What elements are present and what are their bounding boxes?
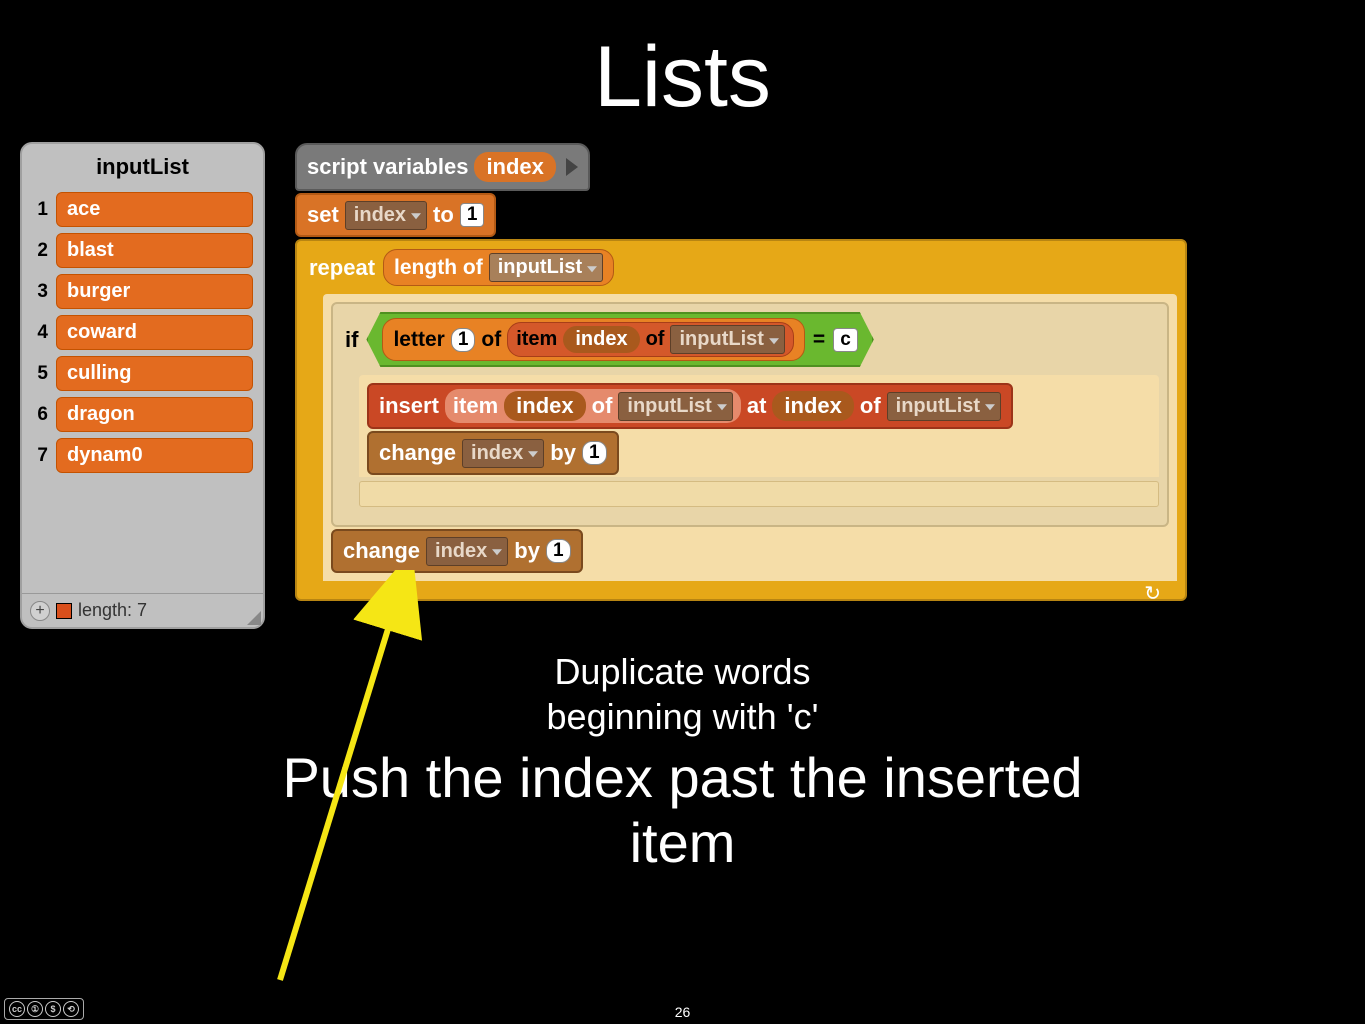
list-index: 7: [32, 445, 48, 467]
equals-predicate[interactable]: letter 1 of item index of inputList: [366, 312, 873, 367]
main-line-1: Push the index past the inserted: [282, 746, 1082, 809]
at-index-var[interactable]: index: [772, 391, 853, 421]
equals-label: =: [813, 328, 825, 352]
item-index-var-2[interactable]: index: [504, 391, 585, 421]
sub-line-2: beginning with 'c': [547, 696, 819, 737]
list-index: 5: [32, 363, 48, 385]
list-icon: [56, 603, 72, 619]
repeat-block[interactable]: repeat length of inputList if letter 1: [295, 239, 1187, 601]
insert-list-dd[interactable]: inputList: [887, 392, 1001, 421]
list-row: 6 dragon: [32, 397, 253, 432]
subtitle: Duplicate words beginning with 'c': [0, 649, 1365, 739]
change-label-1: change: [379, 440, 456, 466]
list-value[interactable]: ace: [56, 192, 253, 227]
main-caption: Push the index past the inserted item: [0, 745, 1365, 875]
nc-icon: $: [45, 1001, 61, 1017]
page-title: Lists: [0, 0, 1365, 127]
set-var-dropdown[interactable]: index: [345, 201, 427, 230]
change-label-2: change: [343, 538, 420, 564]
list-index: 6: [32, 404, 48, 426]
cc-icon: cc: [9, 1001, 25, 1017]
item-of-reporter-2[interactable]: item index of inputList: [445, 389, 741, 423]
change-block-outer[interactable]: change index by 1: [331, 529, 583, 573]
main-line-2: item: [630, 811, 736, 874]
cc-license-badge: cc ① $ ⟲: [4, 998, 84, 1020]
input-list-watcher: inputList 1 ace 2 blast 3 burger 4 coward 5 culli…: [20, 142, 265, 629]
of-label-4: of: [860, 393, 881, 419]
list-value[interactable]: blast: [56, 233, 253, 268]
length-label: length: 7: [78, 600, 147, 621]
loop-arrow-icon: ↻: [1144, 581, 1167, 599]
list-index: 1: [32, 199, 48, 221]
list-value[interactable]: culling: [56, 356, 253, 391]
item-index-var-1[interactable]: index: [563, 326, 639, 353]
if-block[interactable]: if letter 1 of item index of inputL: [331, 302, 1169, 527]
set-block[interactable]: set index to 1: [295, 193, 496, 237]
script-variables-block[interactable]: script variables index: [295, 143, 590, 191]
list-row: 1 ace: [32, 192, 253, 227]
change-block-inner[interactable]: change index by 1: [367, 431, 619, 475]
at-label: at: [747, 393, 767, 419]
length-of-reporter[interactable]: length of inputList: [383, 249, 614, 286]
letter-of-reporter[interactable]: letter 1 of item index of inputList: [382, 318, 804, 361]
var-index[interactable]: index: [474, 152, 555, 182]
add-item-button[interactable]: +: [30, 601, 50, 621]
change-val-2[interactable]: 1: [546, 539, 571, 563]
repeat-label: repeat: [309, 255, 375, 281]
script-vars-label: script variables: [307, 154, 468, 180]
list-value[interactable]: dynam0: [56, 438, 253, 473]
sa-icon: ⟲: [63, 1001, 79, 1017]
change-val-1[interactable]: 1: [582, 441, 607, 465]
list-items: 1 ace 2 blast 3 burger 4 coward 5 culling 6 dragon 7…: [22, 192, 263, 483]
list-row: 5 culling: [32, 356, 253, 391]
list-name: inputList: [22, 144, 263, 186]
letter-num-input[interactable]: 1: [451, 328, 476, 352]
list-row: 7 dynam0: [32, 438, 253, 473]
insert-block[interactable]: insert item index of inputList at index …: [367, 383, 1013, 429]
change-var-dd-2[interactable]: index: [426, 537, 508, 566]
list-index: 2: [32, 240, 48, 262]
if-label: if: [345, 327, 358, 353]
list-row: 2 blast: [32, 233, 253, 268]
item-label-2: item: [453, 393, 498, 419]
letter-label: letter: [393, 328, 444, 352]
length-of-label: length of: [394, 256, 483, 280]
resize-grip[interactable]: [247, 611, 261, 625]
list-row: 3 burger: [32, 274, 253, 309]
length-list-dropdown[interactable]: inputList: [489, 253, 603, 282]
by-icon: ①: [27, 1001, 43, 1017]
item-list-dd-2[interactable]: inputList: [618, 392, 732, 421]
list-index: 4: [32, 322, 48, 344]
list-value[interactable]: burger: [56, 274, 253, 309]
list-index: 3: [32, 281, 48, 303]
compare-input[interactable]: c: [833, 328, 858, 352]
by-label-2: by: [514, 538, 540, 564]
script-area: script variables index set index to 1 re…: [295, 143, 1187, 601]
sub-line-1: Duplicate words: [554, 651, 810, 692]
list-row: 4 coward: [32, 315, 253, 350]
list-value[interactable]: dragon: [56, 397, 253, 432]
page-number: 26: [675, 1004, 691, 1020]
main-content: inputList 1 ace 2 blast 3 burger 4 coward 5 culli…: [0, 127, 1365, 629]
insert-label: insert: [379, 393, 439, 419]
list-value[interactable]: coward: [56, 315, 253, 350]
list-footer: + length: 7: [22, 593, 263, 627]
to-label: to: [433, 202, 454, 228]
of-label-2: of: [646, 328, 665, 351]
set-label: set: [307, 202, 339, 228]
by-label-1: by: [550, 440, 576, 466]
item-of-reporter-1[interactable]: item index of inputList: [507, 322, 794, 357]
change-var-dd-1[interactable]: index: [462, 439, 544, 468]
if-gap: [359, 481, 1159, 507]
set-value-input[interactable]: 1: [460, 203, 485, 227]
of-label-3: of: [592, 393, 613, 419]
add-var-arrow-icon[interactable]: [566, 158, 578, 176]
item-list-dd-1[interactable]: inputList: [670, 325, 784, 354]
of-label-1: of: [481, 328, 501, 352]
item-label-1: item: [516, 328, 557, 351]
